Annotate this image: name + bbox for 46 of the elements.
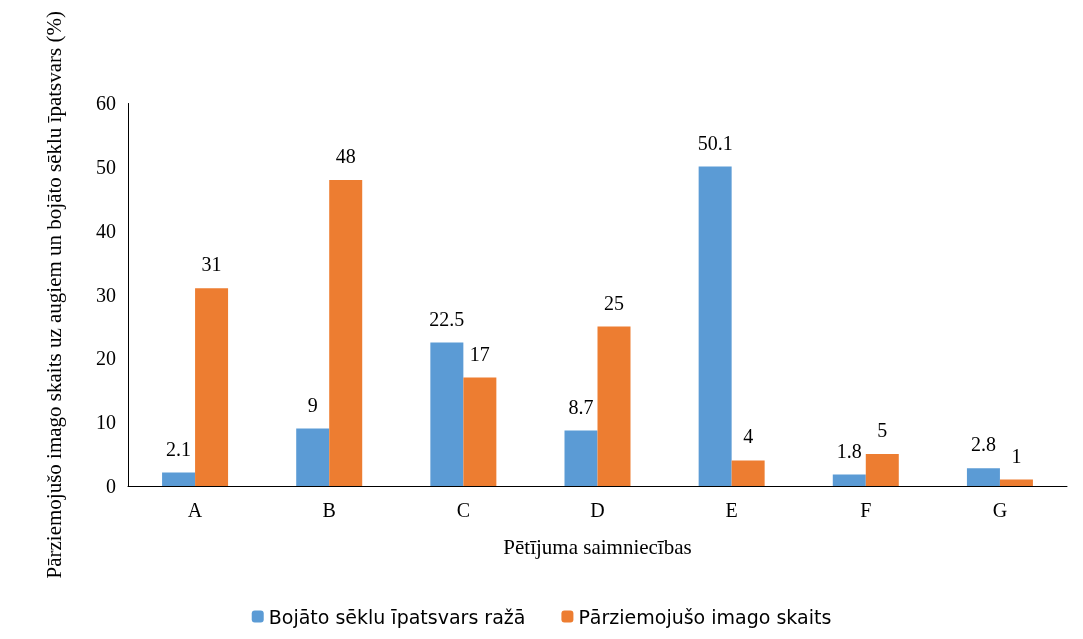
bar [597, 326, 631, 486]
bar [195, 288, 229, 486]
x-tick-label: B [322, 499, 336, 521]
data-label: 8.7 [568, 395, 594, 418]
data-label: 22.5 [429, 307, 465, 330]
legend-label: Bojāto sēklu īpatsvars ražā [268, 605, 526, 628]
x-tick-label: E [725, 499, 738, 521]
data-label: 9 [307, 393, 318, 416]
y-tick-label: 0 [106, 475, 116, 497]
bar [430, 342, 464, 486]
y-tick-label: 20 [96, 347, 116, 370]
bar [698, 166, 732, 486]
data-label: 31 [201, 253, 222, 276]
data-label: 2.1 [166, 437, 192, 460]
bar [463, 377, 497, 486]
y-tick-label: 60 [96, 92, 116, 115]
bar [296, 428, 330, 486]
y-axis-title: Pārziemojušo imago skaits uz augiem un bojāto sēklu īpatsvars (%) [42, 11, 66, 579]
bar [832, 474, 866, 486]
data-label: 5 [877, 419, 888, 442]
data-label: 17 [469, 342, 490, 365]
x-tick-label: G [992, 499, 1008, 521]
bar [999, 479, 1033, 486]
data-label: 1 [1011, 444, 1022, 467]
x-tick-label: F [860, 499, 872, 521]
bar [731, 460, 765, 486]
bar [865, 454, 899, 486]
x-tick-label: D [590, 499, 605, 521]
data-label: 50.1 [697, 131, 733, 154]
data-label: 2.8 [970, 433, 996, 456]
bar [162, 472, 196, 486]
y-tick-label: 30 [96, 283, 116, 306]
x-axis-title: Pētījuma saimniecības [503, 534, 692, 559]
data-label: 25 [604, 291, 624, 314]
x-tick-label: C [456, 499, 471, 521]
x-tick-label: A [187, 499, 203, 521]
y-tick-label: 10 [96, 411, 116, 434]
bar [564, 430, 598, 486]
data-label: 1.8 [836, 439, 862, 462]
data-label: 48 [335, 144, 356, 167]
bar [329, 179, 363, 486]
legend-label: Pārziemojušo imago skaits [578, 605, 832, 628]
data-label: 4 [743, 425, 754, 448]
bar [966, 468, 1000, 486]
y-tick-label: 40 [96, 219, 116, 242]
y-tick-label: 50 [96, 156, 116, 179]
